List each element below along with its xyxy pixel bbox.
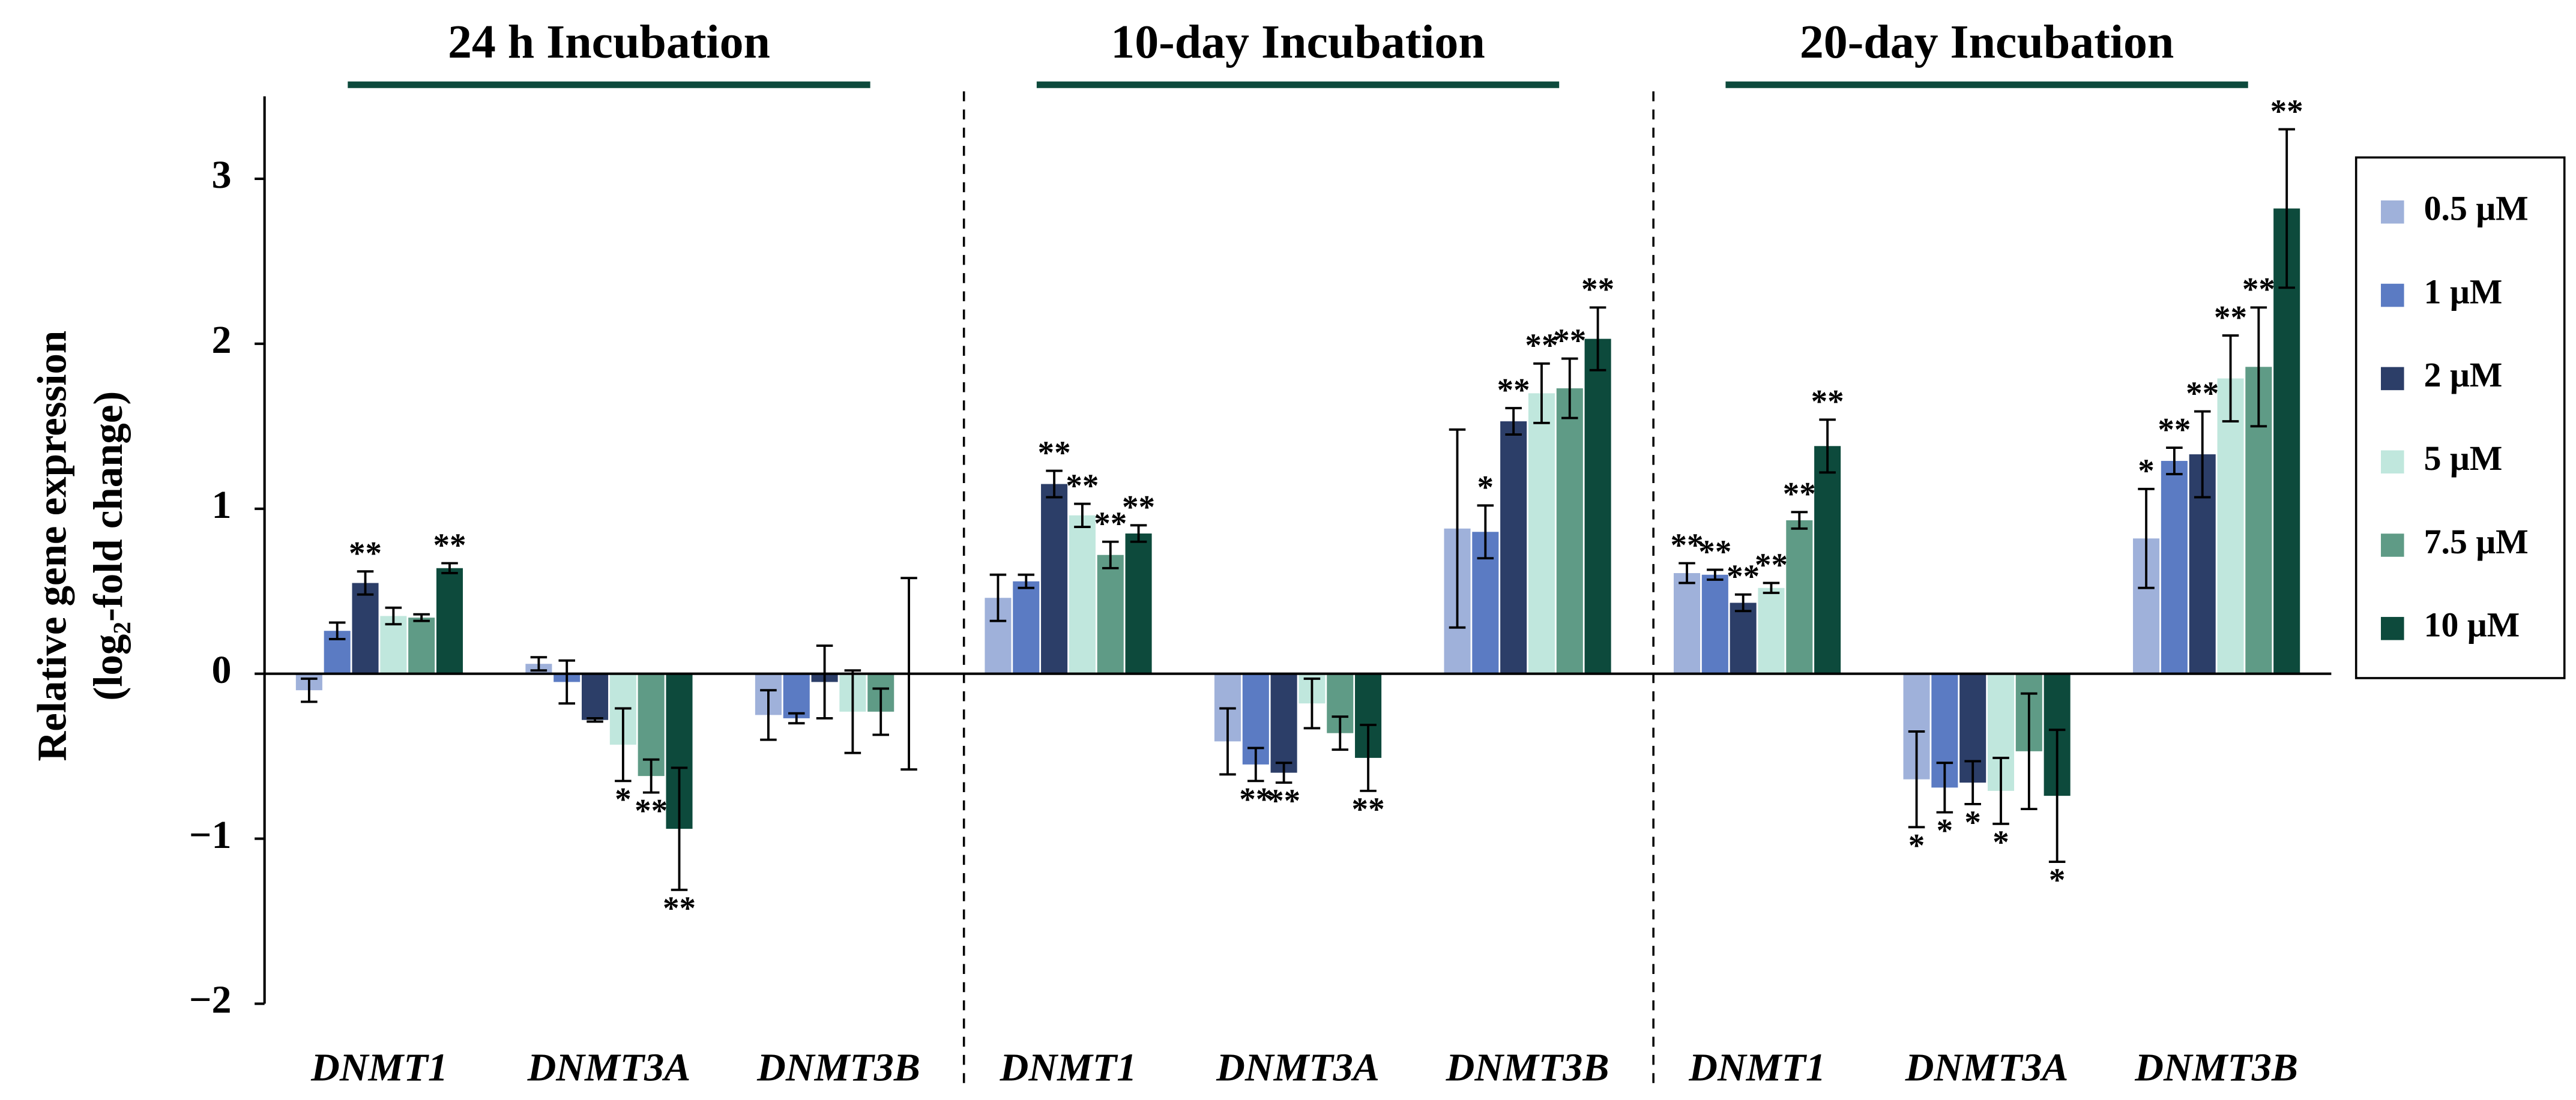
y-tick-label: 3 — [212, 153, 232, 197]
significance-label: ** — [1038, 434, 1071, 470]
bar — [2161, 461, 2188, 674]
bar — [1730, 603, 1757, 674]
legend-swatch — [2381, 533, 2404, 557]
bar — [1786, 520, 1813, 674]
y-tick-label: −1 — [189, 813, 232, 857]
significance-label: * — [1937, 812, 1953, 849]
significance-label: ** — [1670, 526, 1703, 563]
y-tick-label: 0 — [212, 648, 232, 692]
x-tick-label: DNMT3A — [1905, 1046, 2069, 1090]
bar — [1556, 388, 1583, 674]
significance-label: ** — [1352, 790, 1385, 827]
panel-title: 10-day Incubation — [1111, 16, 1485, 68]
significance-label: ** — [1755, 546, 1788, 583]
significance-label: * — [1992, 823, 2009, 860]
legend-label: 1 μM — [2424, 272, 2503, 311]
legend-swatch — [2381, 617, 2404, 640]
significance-label: * — [2138, 452, 2155, 489]
x-tick-label: DNMT1 — [310, 1046, 448, 1090]
significance-label: ** — [1267, 783, 1300, 819]
significance-label: ** — [2214, 299, 2247, 335]
significance-label: ** — [1239, 781, 1272, 817]
significance-label: ** — [2158, 411, 2191, 448]
legend-label: 2 μM — [2424, 355, 2503, 394]
legend-swatch — [2381, 367, 2404, 391]
legend-label: 7.5 μM — [2424, 522, 2529, 561]
legend-label: 10 μM — [2424, 606, 2520, 645]
x-tick-label: DNMT1 — [1688, 1046, 1826, 1090]
bar — [1528, 393, 1555, 674]
y-axis-title-line: Relative gene expression — [29, 331, 74, 762]
bar — [783, 673, 810, 718]
legend-box — [2354, 156, 2566, 679]
significance-label: ** — [1727, 558, 1760, 595]
x-tick-label: DNMT3B — [756, 1046, 920, 1090]
bar — [582, 673, 609, 720]
significance-label: ** — [1066, 467, 1099, 503]
y-tick-label: 1 — [212, 483, 232, 527]
bar — [380, 616, 407, 674]
bar — [1125, 533, 1152, 674]
significance-label: * — [1908, 827, 1925, 864]
bar — [1069, 515, 1096, 674]
bar — [352, 583, 379, 674]
x-tick-label: DNMT3B — [2134, 1046, 2298, 1090]
significance-label: ** — [1525, 327, 1558, 364]
significance-label: ** — [1811, 383, 1844, 419]
bar — [1701, 574, 1728, 674]
significance-label: ** — [1553, 322, 1586, 358]
legend-swatch — [2381, 200, 2404, 224]
bar — [408, 618, 435, 674]
significance-label: ** — [1581, 271, 1614, 307]
significance-label: ** — [1497, 371, 1530, 408]
bar — [1758, 588, 1785, 674]
significance-label: ** — [2270, 92, 2303, 129]
bar — [1270, 673, 1297, 773]
x-tick-label: DNMT3A — [527, 1046, 691, 1090]
bar — [1013, 581, 1040, 674]
y-tick-label: −2 — [189, 978, 232, 1022]
significance-label: ** — [635, 792, 668, 829]
significance-label: ** — [2242, 271, 2275, 307]
x-tick-label: DNMT1 — [1000, 1046, 1137, 1090]
significance-label: ** — [1094, 505, 1127, 542]
significance-label: ** — [1783, 475, 1816, 512]
bar — [1097, 555, 1124, 674]
significance-label: ** — [349, 535, 382, 571]
legend-swatch — [2381, 450, 2404, 473]
significance-label: * — [1477, 469, 1494, 505]
bar — [1673, 573, 1701, 674]
significance-label: ** — [1698, 533, 1731, 570]
significance-label: * — [615, 781, 632, 817]
significance-label: ** — [2186, 374, 2219, 411]
bar — [1814, 446, 1841, 674]
x-tick-label: DNMT3A — [1216, 1046, 1380, 1090]
bar — [1500, 421, 1527, 674]
y-axis-title: Relative gene expression (log₂-fold chan… — [29, 331, 131, 762]
bar — [2217, 378, 2244, 674]
significance-label: ** — [663, 889, 696, 926]
y-axis-title-line: (log₂-fold change) — [85, 391, 131, 701]
x-tick-label: DNMT3B — [1446, 1046, 1609, 1090]
panel-title: 20-day Incubation — [1800, 16, 2174, 68]
significance-label: * — [2049, 862, 2066, 898]
significance-label: * — [1964, 804, 1981, 840]
bar — [1584, 338, 1611, 674]
y-tick-label: 2 — [212, 318, 232, 362]
bar — [436, 568, 463, 674]
panel-title: 24 h Incubation — [448, 16, 770, 68]
legend-label: 0.5 μM — [2424, 189, 2529, 228]
legend-label: 5 μM — [2424, 439, 2503, 478]
legend-swatch — [2381, 283, 2404, 307]
bar — [1041, 484, 1068, 674]
significance-label: ** — [1122, 488, 1155, 525]
significance-label: ** — [433, 526, 466, 563]
